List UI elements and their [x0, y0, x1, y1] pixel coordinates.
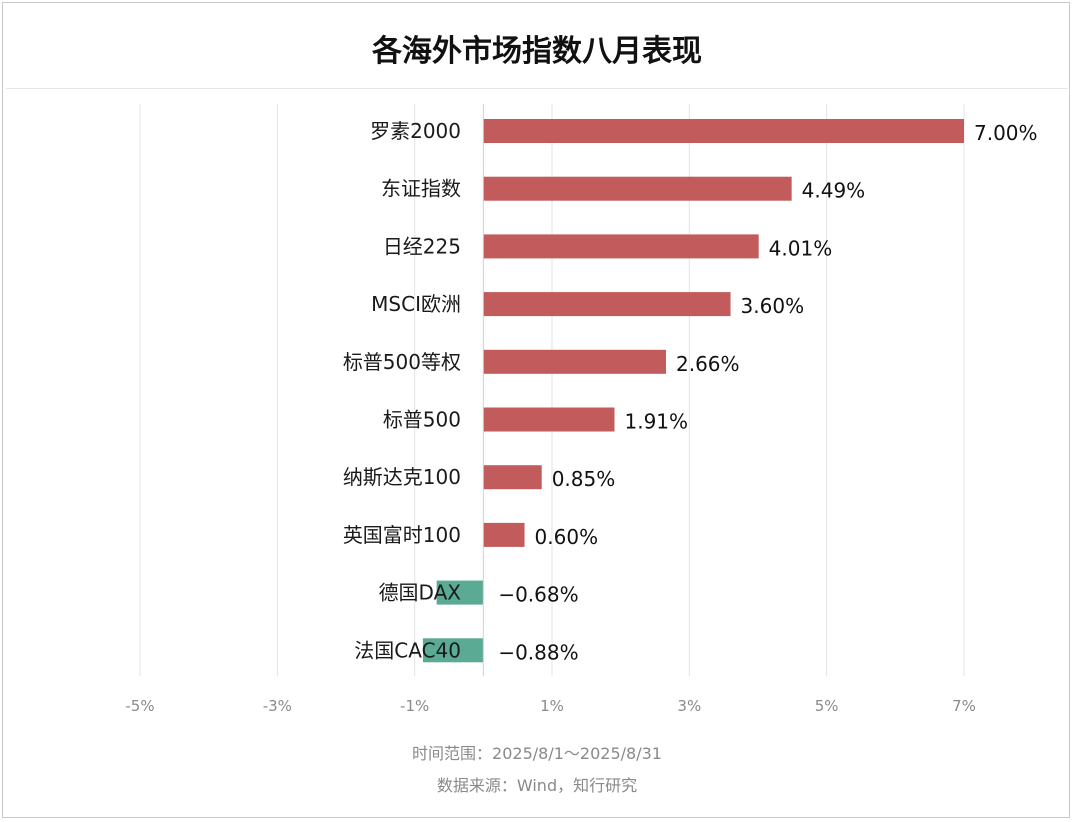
bar	[483, 119, 964, 143]
bar	[483, 522, 525, 547]
category-label: 纳斯达克100	[343, 465, 461, 489]
bar	[483, 234, 759, 259]
chart-title: 各海外市场指数八月表现	[372, 34, 702, 69]
category-label: 罗素2000	[370, 119, 461, 143]
category-label: 英国富时100	[343, 523, 461, 547]
bar	[483, 407, 615, 432]
category-label: 标普500等权	[343, 350, 461, 374]
data-label: −0.68%	[498, 583, 578, 607]
title-divider	[6, 88, 1068, 89]
data-label: 1.91%	[624, 410, 688, 434]
category-label: MSCI欧洲	[371, 292, 461, 316]
category-label: 东证指数	[381, 177, 461, 201]
x-tick-label: -3%	[263, 697, 292, 715]
data-label: 3.60%	[741, 294, 805, 318]
category-label: 日经225	[383, 234, 461, 258]
bar	[422, 638, 484, 663]
bar	[483, 349, 666, 374]
data-label: 4.01%	[769, 236, 833, 260]
data-source-note: 数据来源：Wind，知行研究	[436, 776, 638, 795]
bar	[483, 176, 792, 201]
data-label: 0.85%	[552, 467, 616, 491]
data-label: 4.49%	[802, 179, 866, 203]
bar	[483, 292, 731, 317]
category-label: 标普500	[383, 408, 461, 432]
time-range-note: 时间范围：2025/8/1～2025/8/31	[412, 744, 662, 763]
bar	[483, 465, 542, 490]
x-tick-label: -5%	[125, 697, 154, 715]
x-tick-label: 7%	[952, 697, 976, 715]
data-label: 7.00%	[974, 121, 1038, 145]
category-label: 德国DAX	[379, 581, 462, 605]
data-label: 0.60%	[535, 525, 599, 549]
x-tick-label: 3%	[677, 697, 701, 715]
data-label: 2.66%	[676, 352, 740, 376]
bar	[436, 580, 484, 605]
x-tick-label: 5%	[815, 697, 839, 715]
x-tick-label: -1%	[400, 697, 429, 715]
data-label: −0.88%	[498, 640, 578, 664]
x-tick-label: 1%	[540, 697, 564, 715]
category-label: 法国CAC40	[354, 638, 461, 662]
